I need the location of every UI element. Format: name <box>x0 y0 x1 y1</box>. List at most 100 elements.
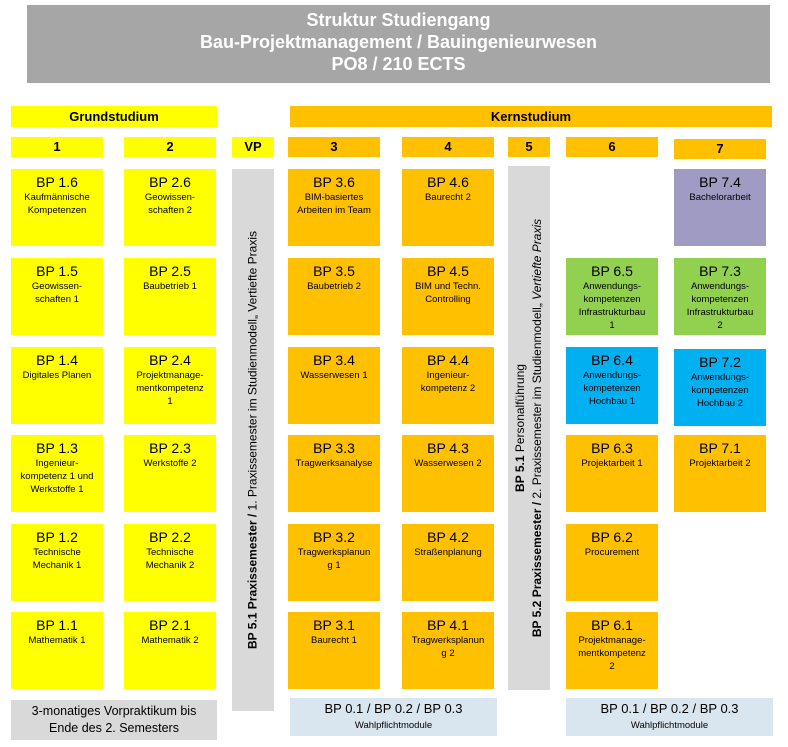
module-bp-7-2: BP 7.2 Anwendungs- kompetenzen Hochbau 2 <box>674 349 766 426</box>
module-code: BP 6.4 <box>591 352 633 368</box>
vp-column-text: BP 5.1 Praxissemester / 1. Praxissemeste… <box>245 231 262 649</box>
module-code: BP 4.5 <box>427 263 469 279</box>
module-title: Anwendungs- kompetenzen Infrastrukturbau… <box>686 281 754 331</box>
col5-line1-normal: Personalführung <box>513 364 527 456</box>
module-title: Mathematik 1 <box>28 635 86 646</box>
module-bp-4-3: BP 4.3 Wasserwesen 2 <box>402 435 494 512</box>
semester-2: 2 <box>124 137 216 157</box>
module-bp-7-1: BP 7.1 Projektarbeit 2 <box>674 435 766 512</box>
module-bp-1-2: BP 1.2 Technische Mechanik 1 <box>11 524 103 601</box>
col5-line2-bold: BP 5.2 Praxissemester / <box>530 498 544 638</box>
module-code: BP 7.1 <box>699 440 741 456</box>
semester-7: 7 <box>674 139 766 159</box>
module-code: BP 1.4 <box>36 352 78 368</box>
module-bp-7-3: BP 7.3 Anwendungs- kompetenzen Infrastruk… <box>674 258 766 335</box>
module-title: BIM-basiertes Arbeiten im Team <box>297 192 371 216</box>
module-bp-3-3: BP 3.3 Tragwerksanalyse <box>288 435 380 512</box>
header-ects: PO8 / 210 ECTS <box>331 54 466 74</box>
module-title: Tragwerksanalyse <box>295 458 373 469</box>
module-bp-2-5: BP 2.5 Baubetrieb 1 <box>124 258 216 335</box>
module-title: Baubetrieb 1 <box>143 281 197 292</box>
module-bp-2-3: BP 2.3 Werkstoffe 2 <box>124 435 216 512</box>
module-code: BP 6.1 <box>591 617 633 633</box>
diagram-header: Struktur Studiengang Bau-Projektmanageme… <box>27 5 770 83</box>
module-title: Technische Mechanik 2 <box>145 547 195 571</box>
module-code: BP 3.3 <box>313 440 355 456</box>
vorpraktikum-note: 3-monatiges Vorpraktikum bis Ende des 2.… <box>11 700 217 740</box>
semester-5: 5 <box>508 137 550 157</box>
module-code: BP 7.4 <box>699 174 741 190</box>
module-title: Digitales Planen <box>22 370 92 381</box>
module-title: Projektmanage- mentkompetenz 2 <box>578 635 646 672</box>
module-code: BP 3.2 <box>313 529 355 545</box>
module-bp-2-4: BP 2.4 Projektmanage- mentkompetenz 1 <box>124 347 216 424</box>
module-code: BP 3.5 <box>313 263 355 279</box>
module-code: BP 3.6 <box>313 174 355 190</box>
module-bp-3-2: BP 3.2 Tragwerksplanun g 1 <box>288 524 380 601</box>
module-code: BP 4.6 <box>427 174 469 190</box>
module-bp-4-4: BP 4.4 Ingenieur- kompetenz 2 <box>402 347 494 424</box>
module-bp-1-5: BP 1.5 Geowissen- schaften 1 <box>11 258 103 335</box>
phase-grundstudium: Grundstudium <box>11 106 217 127</box>
module-bp-4-2: BP 4.2 Straßenplanung <box>402 524 494 601</box>
col5-line2-italic: Vertiefte Praxis <box>530 218 544 300</box>
module-title: Projektarbeit 2 <box>689 458 751 469</box>
module-bp-2-1: BP 2.1 Mathematik 2 <box>124 612 216 689</box>
module-title: Anwendungs- kompetenzen Hochbau 2 <box>690 372 750 409</box>
module-code: BP 2.6 <box>149 174 191 190</box>
module-title: Projektmanage- mentkompetenz 1 <box>136 370 204 407</box>
semester-1: 1 <box>11 137 103 157</box>
module-code: BP 6.2 <box>591 529 633 545</box>
wahlpflicht-1-codes: BP 0.1 / BP 0.2 / BP 0.3 <box>324 701 463 716</box>
vp-praxissemester-column: BP 5.1 Praxissemester / 1. Praxissemeste… <box>232 169 274 711</box>
module-code: BP 1.3 <box>36 440 78 456</box>
module-code: BP 7.2 <box>699 354 741 370</box>
module-bp-1-6: BP 1.6 Kaufmännische Kompetenzen <box>11 169 103 246</box>
semester-vp: VP <box>232 137 274 157</box>
module-bp-6-4: BP 6.4 Anwendungs- kompetenzen Hochbau 1 <box>566 347 658 424</box>
module-code: BP 7.3 <box>699 263 741 279</box>
vp-bold-text: BP 5.1 Praxissemester / <box>245 510 260 649</box>
module-title: Technische Mechanik 1 <box>32 547 82 571</box>
module-title: Kaufmännische Kompetenzen <box>24 192 90 216</box>
module-code: BP 1.1 <box>36 617 78 633</box>
module-title: Tragwerksplanun g 2 <box>411 635 485 659</box>
module-code: BP 6.5 <box>591 263 633 279</box>
module-code: BP 2.5 <box>149 263 191 279</box>
module-title: Ingenieur- kompetenz 1 und Werkstoffe 1 <box>20 458 94 495</box>
module-title: Anwendungs- kompetenzen Hochbau 1 <box>582 370 642 407</box>
header-program: Bau-Projektmanagement / Bauingenieurwese… <box>199 32 598 52</box>
wahlpflicht-box-1: BP 0.1 / BP 0.2 / BP 0.3 Wahlpflichtmodu… <box>290 698 497 736</box>
module-bp-6-3: BP 6.3 Projektarbeit 1 <box>566 435 658 512</box>
module-title: Geowissen- schaften 2 <box>144 192 196 216</box>
module-title: Tragwerksplanun g 1 <box>297 547 371 571</box>
module-code: BP 3.1 <box>313 617 355 633</box>
col5-line2-normal: 2. Praxissemester im Studienmodell„ <box>530 299 544 499</box>
module-code: BP 1.6 <box>36 174 78 190</box>
module-title: Werkstoffe 2 <box>143 458 197 469</box>
module-bp-2-2: BP 2.2 Technische Mechanik 2 <box>124 524 216 601</box>
module-title: Mathematik 2 <box>141 635 199 646</box>
module-code: BP 3.4 <box>313 352 355 368</box>
module-bp-4-6: BP 4.6 Baurecht 2 <box>402 169 494 246</box>
semester-3: 3 <box>288 137 380 157</box>
module-title: Bachelorarbeit <box>689 192 751 203</box>
module-bp-3-6: BP 3.6 BIM-basiertes Arbeiten im Team <box>288 169 380 246</box>
module-title: Projektarbeit 1 <box>581 458 643 469</box>
module-bp-1-4: BP 1.4 Digitales Planen <box>11 347 103 424</box>
module-bp-6-5: BP 6.5 Anwendungs- kompetenzen Infrastruk… <box>566 258 658 335</box>
module-bp-7-4: BP 7.4 Bachelorarbeit <box>674 169 766 246</box>
module-title: Anwendungs- kompetenzen Infrastrukturbau… <box>578 281 646 331</box>
module-title: Baubetrieb 2 <box>307 281 361 292</box>
module-title: Baurecht 1 <box>311 635 357 646</box>
module-title: Wasserwesen 2 <box>414 458 482 469</box>
module-code: BP 1.2 <box>36 529 78 545</box>
module-title: Geowissen- schaften 1 <box>31 281 83 305</box>
module-title: Procurement <box>584 547 640 558</box>
wahlpflicht-1-label: Wahlpflichtmodule <box>354 720 433 731</box>
col5-text: BP 5.1 Personalführung BP 5.2 Praxisseme… <box>512 219 546 637</box>
module-title: Ingenieur- kompetenz 2 <box>420 370 476 394</box>
module-bp-3-1: BP 3.1 Baurecht 1 <box>288 612 380 689</box>
module-code: BP 4.1 <box>427 617 469 633</box>
